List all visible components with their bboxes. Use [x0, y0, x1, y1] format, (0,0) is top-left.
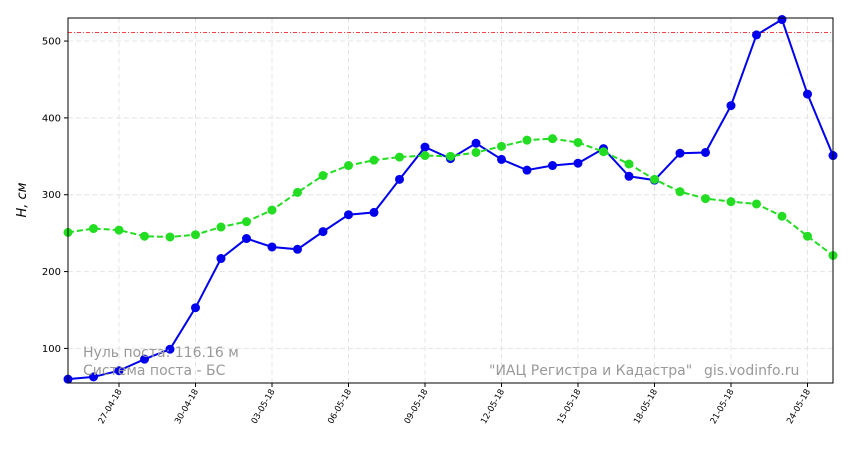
data-point [497, 141, 506, 151]
data-point [318, 227, 328, 237]
data-point [777, 211, 787, 221]
data-point [471, 147, 481, 157]
data-point [752, 30, 761, 40]
y-tick-label: 400 [42, 113, 61, 124]
data-point [395, 152, 404, 162]
plot-frame [67, 17, 834, 384]
data-point [191, 303, 200, 313]
data-point [242, 217, 251, 227]
data-point [140, 231, 149, 241]
data-point [293, 244, 302, 254]
y-tick-label: 100 [42, 344, 61, 355]
data-point [420, 142, 430, 152]
data-point [599, 147, 608, 157]
data-point [726, 101, 736, 111]
data-point [548, 161, 557, 171]
y-tick-label: 500 [42, 37, 61, 48]
y-tick-label: 300 [42, 190, 61, 201]
data-point [267, 205, 277, 215]
data-point [522, 135, 532, 145]
data-point [369, 207, 379, 217]
data-point [701, 194, 710, 204]
data-point [624, 171, 634, 181]
data-point [701, 147, 710, 157]
data-point [369, 155, 379, 165]
data-point [777, 15, 787, 25]
data-point [344, 210, 353, 220]
data-point [89, 224, 98, 234]
data-point [522, 165, 532, 175]
data-point [216, 254, 226, 264]
data-point [471, 138, 481, 148]
data-point [114, 366, 124, 376]
data-point [573, 137, 583, 147]
data-point [420, 151, 430, 161]
data-point [267, 242, 277, 252]
data-point [803, 231, 812, 241]
data-point [191, 230, 200, 240]
data-point [344, 161, 353, 171]
data-point [446, 151, 455, 161]
annotation: gis.vodinfo.ru [704, 363, 799, 379]
data-point [675, 187, 685, 197]
data-point [548, 134, 557, 144]
data-point [803, 89, 812, 99]
data-point [624, 159, 634, 169]
data-point [726, 197, 736, 207]
y-tick-label: 200 [42, 267, 61, 278]
data-point [650, 174, 659, 184]
annotation: Система поста - БС [83, 363, 226, 379]
annotation: Нуль поста: 116.16 м [83, 345, 239, 361]
data-point [242, 234, 251, 244]
data-point [318, 171, 328, 181]
data-point [497, 154, 506, 164]
data-point [165, 232, 175, 242]
data-point [752, 199, 761, 209]
data-point [293, 187, 302, 197]
data-point [140, 354, 149, 364]
data-point [165, 344, 175, 354]
data-point [216, 222, 226, 232]
data-point [675, 148, 685, 158]
data-point [573, 158, 583, 168]
data-point [395, 174, 404, 184]
y-axis-label: H, см [15, 182, 30, 217]
data-point [89, 372, 98, 382]
annotation: "ИАЦ Регистра и Кадастра" [489, 363, 692, 379]
data-point [114, 225, 124, 235]
